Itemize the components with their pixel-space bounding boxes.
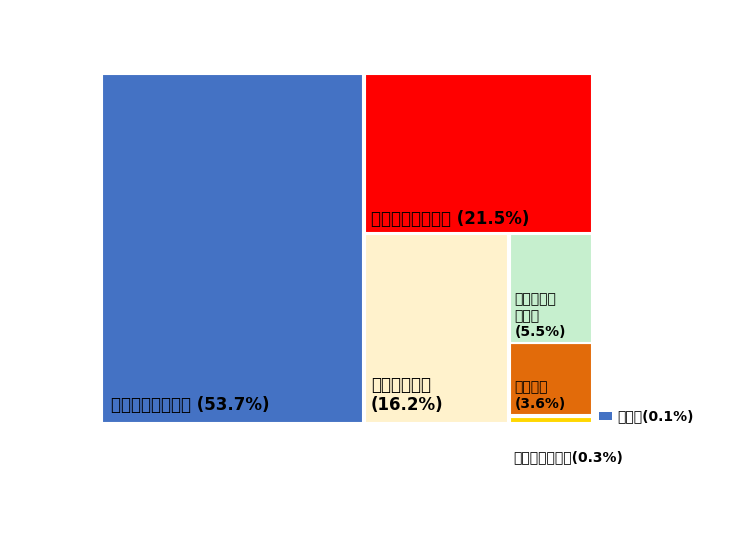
Bar	[510, 415, 592, 417]
Text: 開差　(0.1%): 開差 (0.1%)	[616, 409, 693, 423]
Text: 民間住宅
(3.6%): 民間住宅 (3.6%)	[514, 380, 566, 410]
Text: 民間企業設備
(16.2%): 民間企業設備 (16.2%)	[370, 376, 443, 414]
Bar	[103, 74, 363, 423]
Text: 民間在庫変動　(0.3%): 民間在庫変動 (0.3%)	[513, 450, 623, 464]
Bar	[510, 343, 592, 415]
Bar	[510, 417, 592, 423]
Bar	[365, 234, 509, 423]
Text: 民間最終消費支出 (53.7%): 民間最終消費支出 (53.7%)	[111, 396, 270, 414]
Bar	[510, 234, 592, 343]
Text: 政府最終消費支出 (21.5%): 政府最終消費支出 (21.5%)	[370, 211, 530, 228]
Bar	[599, 412, 612, 420]
Text: 公的固定資
本形成
(5.5%): 公的固定資 本形成 (5.5%)	[514, 293, 566, 339]
Bar	[365, 74, 592, 233]
